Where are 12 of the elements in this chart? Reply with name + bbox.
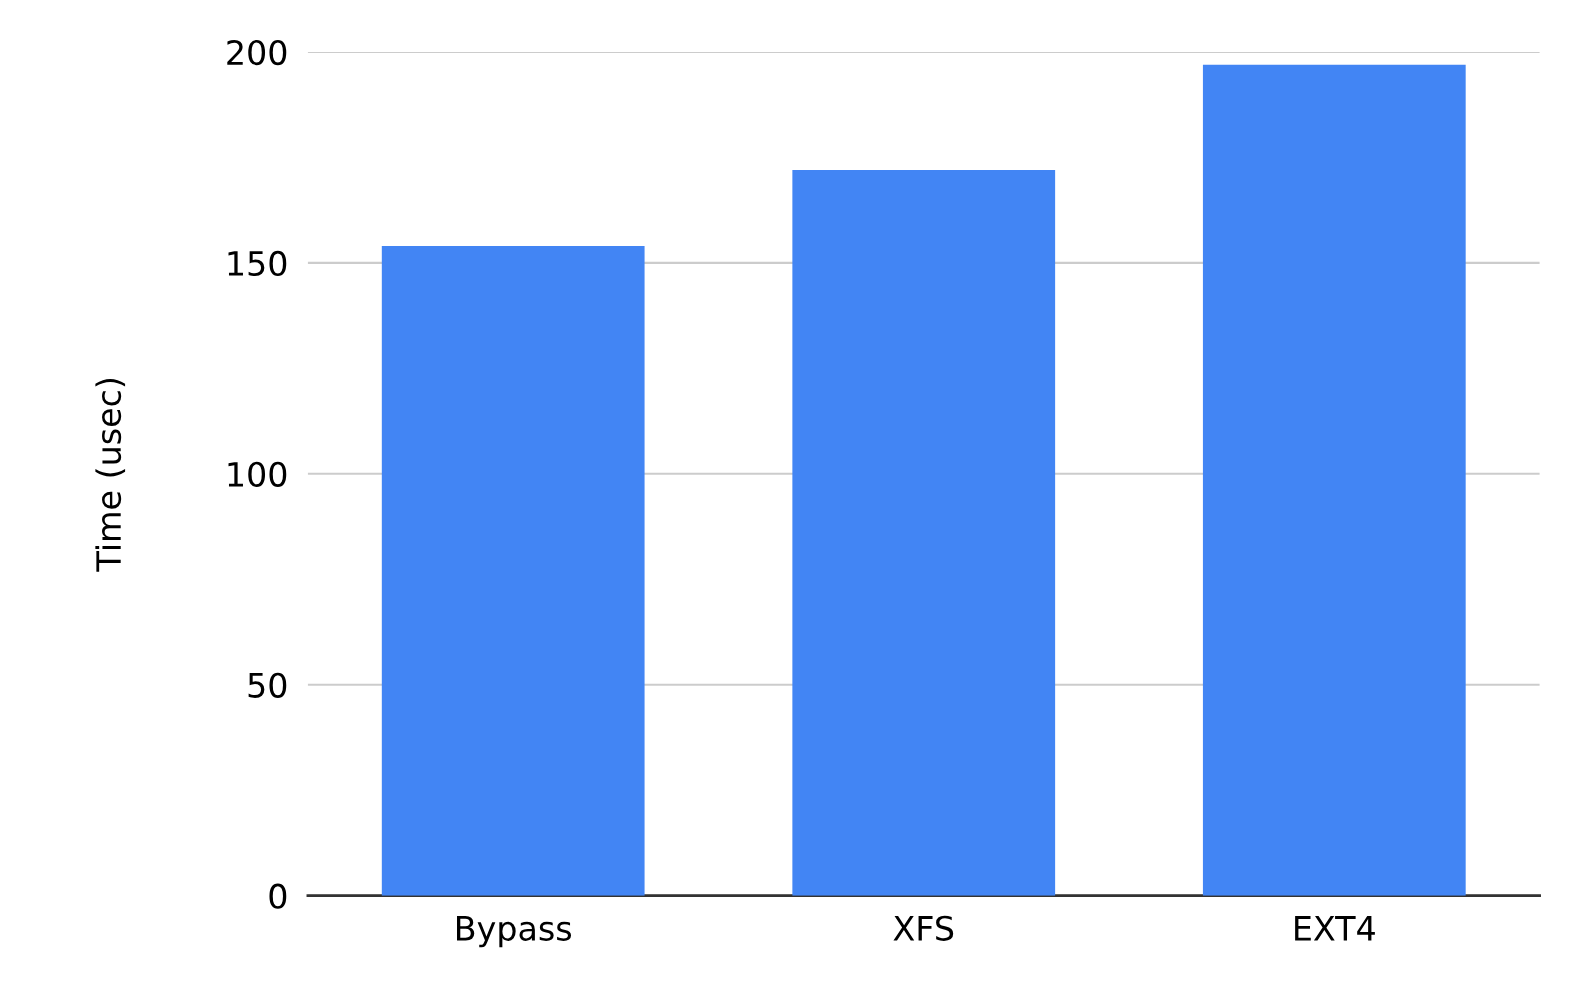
y-tick-label: 100 [228,461,287,487]
y-tick-label: 200 [227,39,287,66]
y-tick-label: 150 [228,250,287,277]
x-tick-label: EXT4 [1295,916,1375,941]
y-tick-label: 50 [248,672,287,698]
x-tick-label: XFS [893,915,954,941]
x-tick-label: Bypass [457,916,572,948]
bar [381,246,645,896]
bar [792,170,1056,896]
y-tick-label: 0 [269,883,287,909]
y-axis-title: Time (usec) [95,378,126,572]
bar [1202,64,1466,896]
